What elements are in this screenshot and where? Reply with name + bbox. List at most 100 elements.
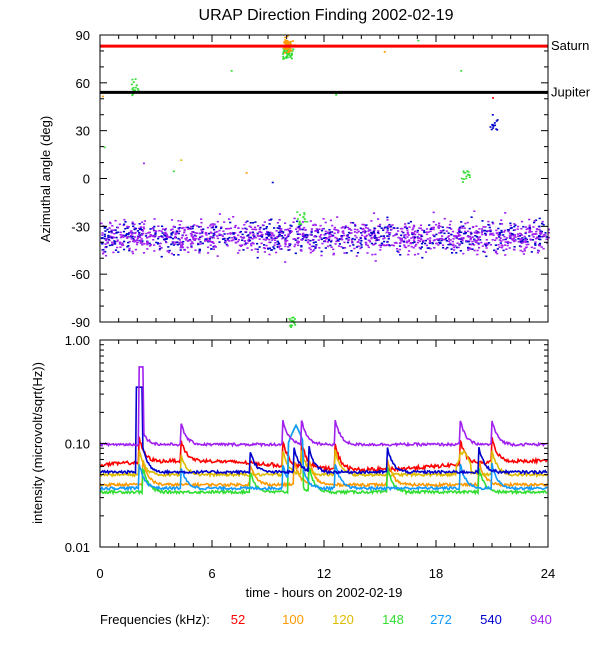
azimuth-point — [149, 244, 152, 246]
azimuth-point — [238, 244, 241, 247]
azimuth-point — [299, 233, 302, 235]
azimuth-point — [386, 216, 389, 219]
azimuth-point — [233, 226, 236, 229]
azimuth-point — [314, 224, 317, 226]
azimuth-point — [158, 245, 161, 247]
azimuth-point — [278, 219, 281, 221]
azimuth-point — [114, 229, 117, 231]
azimuth-point — [174, 232, 177, 234]
azimuth-point — [216, 255, 219, 257]
azimuth-point — [210, 248, 213, 250]
azimuth-point — [153, 225, 156, 228]
azimuth-point — [533, 247, 536, 249]
azimuth-point — [101, 237, 104, 239]
azimuth-point — [234, 232, 237, 234]
azimuth-point — [310, 230, 313, 232]
feature-point — [291, 53, 293, 55]
azimuth-point — [249, 232, 252, 235]
azimuth-point — [200, 228, 203, 231]
azimuth-point — [367, 227, 370, 230]
azimuth-point — [207, 240, 210, 243]
azimuth-point — [413, 253, 417, 256]
azimuth-point — [278, 233, 281, 236]
azimuth-point — [397, 251, 400, 254]
azimuth-point — [244, 221, 247, 224]
azimuth-point — [500, 223, 504, 225]
azimuth-point — [259, 235, 262, 237]
legend-title: Frequencies (kHz): — [100, 612, 210, 627]
azimuth-point — [228, 240, 231, 242]
azimuth-point — [216, 230, 219, 233]
azimuth-point — [183, 249, 186, 251]
azimuth-point — [319, 236, 322, 239]
azimuth-point — [199, 243, 202, 245]
azimuth-point — [223, 233, 226, 235]
azimuth-point — [320, 234, 323, 236]
azimuth-point — [514, 236, 517, 238]
azimuth-point — [120, 244, 124, 246]
azimuth-point — [284, 261, 287, 263]
azimuth-point — [197, 226, 201, 228]
azimuth-point — [133, 232, 136, 235]
azimuth-point — [427, 231, 430, 233]
feature-point — [292, 48, 295, 50]
azimuth-point — [449, 220, 452, 223]
azimuth-point — [301, 235, 305, 237]
azimuth-point — [139, 226, 142, 228]
azimuth-point — [519, 239, 522, 242]
azimuth-point — [489, 230, 492, 232]
feature-point — [132, 81, 135, 83]
azimuth-point — [257, 235, 260, 237]
feature-point — [464, 171, 467, 174]
azimuth-point — [440, 237, 444, 240]
azimuth-point — [153, 218, 156, 220]
azimuth-point — [471, 248, 474, 250]
azimuth-point — [336, 239, 339, 242]
azimuth-point — [379, 246, 382, 248]
feature-point — [490, 128, 493, 131]
azimuth-point — [435, 242, 438, 245]
azimuth-point — [388, 244, 391, 247]
azimuth-point — [528, 224, 531, 227]
azimuth-point — [153, 250, 156, 252]
feature-point — [492, 127, 495, 129]
azimuth-point — [208, 232, 211, 235]
azimuth-point — [477, 237, 480, 239]
azimuth-point — [171, 228, 174, 230]
azimuth-point — [534, 237, 538, 240]
azimuth-point — [534, 219, 538, 221]
azimuth-point — [272, 246, 275, 248]
azimuth-point — [220, 234, 223, 236]
azimuth-point — [416, 241, 419, 244]
azimuth-point — [307, 241, 310, 244]
azimuth-point — [104, 239, 108, 242]
feature-point — [285, 52, 288, 55]
azimuth-point — [449, 243, 452, 246]
azimuth-point — [411, 231, 414, 234]
azimuth-point — [209, 244, 212, 246]
azimuth-point — [241, 239, 244, 241]
feature-point — [282, 55, 285, 58]
azimuth-point — [421, 229, 424, 231]
azimuth-point — [216, 235, 219, 237]
azimuth-point — [176, 241, 179, 244]
azimuth-point — [522, 253, 525, 255]
x-axis-label: time - hours on 2002-02-19 — [246, 585, 403, 600]
azimuth-point — [152, 227, 155, 230]
feature-point — [292, 319, 295, 322]
azimuth-point — [233, 236, 236, 238]
azimuth-point — [109, 235, 112, 237]
azimuth-point — [519, 238, 522, 240]
azimuth-point — [499, 242, 502, 244]
azimuth-point — [329, 233, 332, 236]
azimuth-point — [513, 248, 516, 251]
azimuth-point — [372, 236, 375, 238]
azimuth-point — [527, 243, 530, 246]
azimuth-ticks — [99, 34, 549, 323]
x-tick-label: 24 — [541, 566, 555, 581]
azimuth-point — [518, 232, 522, 235]
azimuth-point — [205, 239, 208, 242]
azimuth-point — [473, 244, 476, 246]
azimuth-point — [213, 233, 216, 236]
stray-point — [142, 162, 145, 165]
